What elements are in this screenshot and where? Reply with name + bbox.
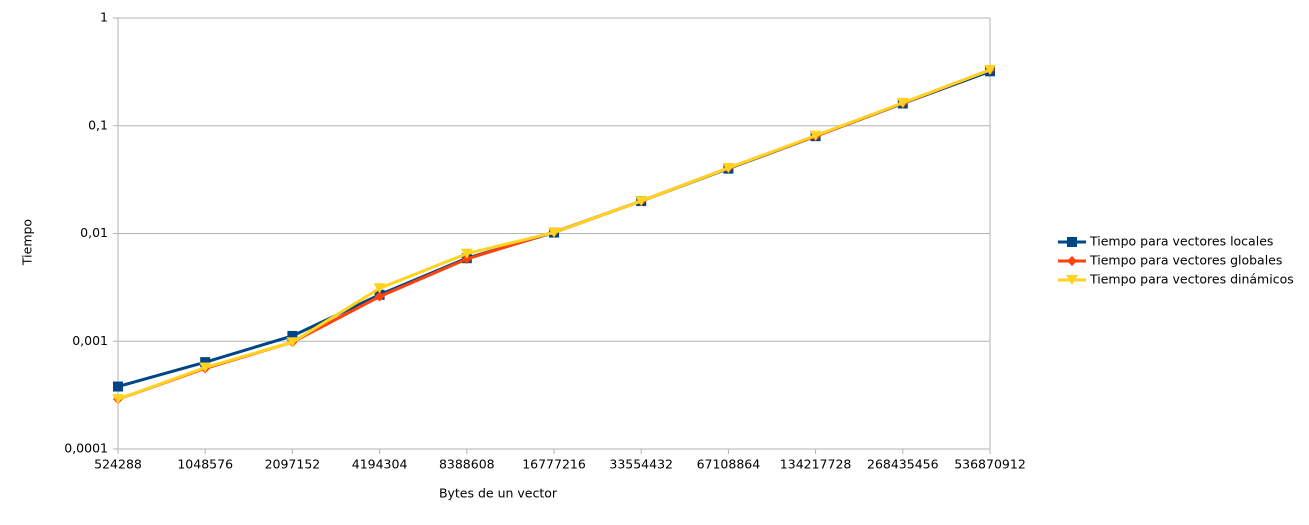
marker <box>896 97 909 108</box>
x-tick-label: 1048576 <box>177 457 233 472</box>
x-tick-label: 536870912 <box>954 457 1026 472</box>
marker <box>1067 256 1077 266</box>
marker <box>1067 237 1077 247</box>
marker <box>722 163 735 174</box>
marker <box>373 283 386 294</box>
y-tick-label: 0,1 <box>88 117 108 132</box>
x-tick-label: 4194304 <box>352 457 408 472</box>
x-tick-label: 2097152 <box>265 457 321 472</box>
legend-label: Tiempo para vectores locales <box>1089 234 1273 249</box>
legend-label: Tiempo para vectores globales <box>1089 253 1282 268</box>
marker <box>548 227 560 238</box>
x-tick-label: 8388608 <box>439 457 495 472</box>
marker <box>460 248 473 259</box>
legend-label: Tiempo para vectores dinámicos <box>1089 272 1294 287</box>
x-tick-label: 524288 <box>94 457 142 472</box>
x-tick-label: 268435456 <box>867 457 939 472</box>
x-tick-label: 16777216 <box>522 457 586 472</box>
marker <box>113 381 123 392</box>
x-tick-label: 33554432 <box>609 457 673 472</box>
marker <box>635 196 648 207</box>
y-tick-label: 0,001 <box>72 333 108 348</box>
y-tick-label: 0,01 <box>80 225 108 240</box>
marker <box>374 291 385 302</box>
x-tick-label: 134217728 <box>780 457 852 472</box>
marker <box>112 394 124 405</box>
y-axis-title: Tiempo <box>20 219 35 266</box>
marker <box>984 64 996 75</box>
marker <box>1066 275 1078 285</box>
y-tick-label: 1 <box>100 10 108 25</box>
x-tick-label: 67108864 <box>697 457 761 472</box>
marker <box>461 253 472 264</box>
marker <box>199 362 212 373</box>
x-axis-title: Bytes de un vector <box>439 486 558 501</box>
marker <box>286 337 299 348</box>
y-tick-label: 0,0001 <box>64 441 108 456</box>
marker <box>809 130 822 141</box>
